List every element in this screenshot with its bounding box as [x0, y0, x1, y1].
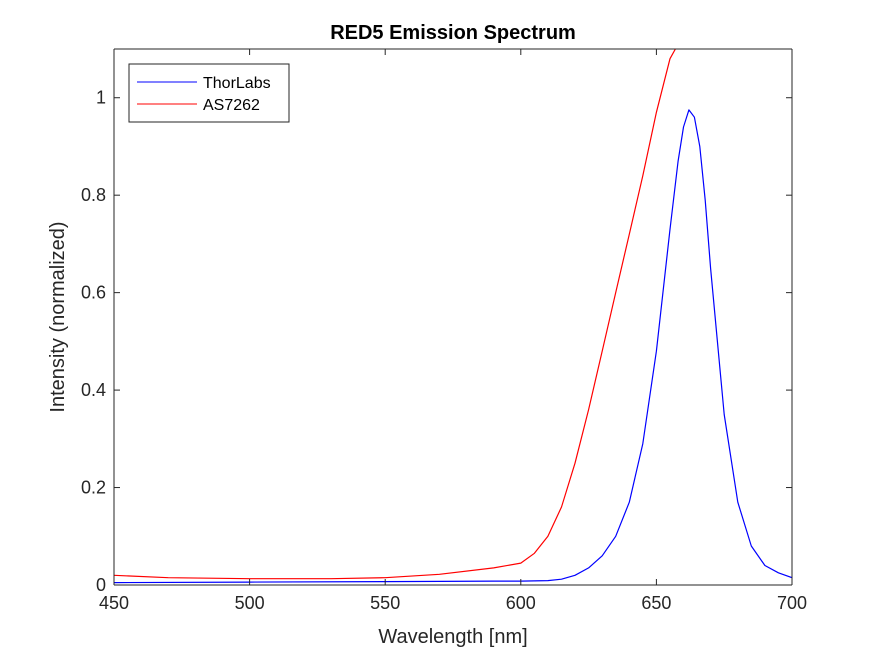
x-tick-label: 600: [506, 593, 536, 613]
series-layer: [114, 49, 792, 584]
legend-label-thorlabs: ThorLabs: [203, 75, 271, 92]
x-tick-label: 650: [641, 593, 671, 613]
y-tick-label: 0: [96, 575, 106, 595]
y-tick-label: 0.6: [81, 283, 106, 303]
x-tick-label: 500: [235, 593, 265, 613]
plot-area: [114, 49, 792, 585]
y-tick-label: 0.4: [81, 380, 106, 400]
y-tick-label: 1: [96, 88, 106, 108]
y-axis-label: Intensity (normalized): [47, 221, 69, 412]
chart-title: RED5 Emission Spectrum: [330, 22, 576, 44]
legend-box: [128, 63, 290, 123]
x-tick-label: 450: [99, 593, 129, 613]
y-tick-label: 0.2: [81, 478, 106, 498]
series-line-as7262: [114, 49, 676, 580]
ticks-layer: 450 500 550 600 650 700 0 0.2 0.4 0.6 0.8 1: [81, 49, 807, 613]
legend: ThorLabs AS7262: [128, 63, 290, 123]
series-line-thorlabs: [114, 109, 792, 584]
y-tick-label: 0.8: [81, 185, 106, 205]
x-axis-label: Wavelength [nm]: [378, 626, 527, 648]
x-tick-label: 550: [370, 593, 400, 613]
legend-label-as7262: AS7262: [203, 97, 260, 114]
x-tick-label: 700: [777, 593, 807, 613]
